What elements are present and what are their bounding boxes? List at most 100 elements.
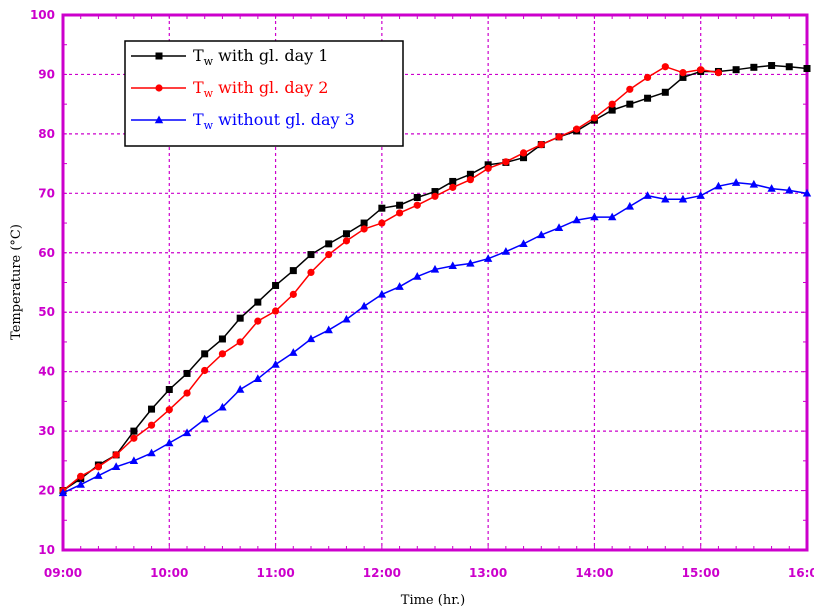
data-point: [785, 63, 793, 71]
data-point: [768, 62, 776, 70]
data-point: [200, 414, 209, 423]
legend-label: Tw without gl. day 3: [193, 110, 355, 132]
data-point: [413, 201, 421, 209]
data-point: [147, 448, 156, 457]
data-point: [378, 219, 386, 227]
data-point: [254, 317, 262, 325]
x-axis-label: Time (hr.): [401, 593, 465, 608]
data-point: [377, 289, 387, 298]
data-point: [608, 106, 616, 114]
data-point: [661, 63, 669, 71]
data-point: [396, 201, 404, 209]
legend-item-1: Tw with gl. day 1: [131, 46, 328, 68]
data-point: [218, 350, 227, 358]
legend-label: Tw with gl. day 1: [193, 46, 328, 68]
data-point: [537, 230, 546, 239]
data-point: [519, 239, 528, 248]
data-point: [484, 164, 492, 172]
data-point: [590, 212, 599, 221]
data-point: [111, 462, 121, 470]
data-point: [449, 183, 457, 191]
data-point: [130, 434, 138, 442]
data-point: [573, 125, 581, 133]
legend-item-3: Tw without gl. day 3: [131, 110, 355, 132]
data-point: [58, 488, 68, 497]
legend-item-2: Tw with gl. day 2: [131, 78, 328, 100]
data-point: [271, 307, 280, 315]
data-point: [218, 402, 227, 411]
y-tick-label: 70: [38, 186, 55, 200]
y-tick-label: 80: [38, 127, 55, 141]
x-tick-label: 09:00: [44, 566, 82, 580]
data-point: [236, 314, 244, 322]
data-point: [643, 73, 652, 82]
data-point: [307, 251, 315, 259]
x-tick-label: 15:00: [682, 566, 720, 580]
data-point: [77, 472, 85, 480]
legend-box: [124, 40, 404, 147]
y-tick-label: 100: [30, 8, 55, 22]
data-point: [537, 140, 545, 149]
data-point: [661, 194, 670, 203]
x-tick-label: 12:00: [363, 566, 401, 580]
x-tick-label: 16:00: [788, 566, 814, 580]
data-point: [714, 181, 723, 190]
series-group: [58, 62, 812, 497]
data-point: [626, 100, 634, 108]
data-point: [501, 247, 511, 255]
legend: Tw with gl. day 1 Tw with gl. day 2 Tw wit…: [124, 40, 404, 147]
x-tick-label: 13:00: [469, 566, 507, 580]
data-point: [750, 63, 758, 71]
data-point: [590, 114, 599, 122]
data-point: [147, 421, 156, 429]
data-point: [254, 298, 262, 306]
y-tick-label: 60: [38, 246, 55, 260]
data-point: [289, 267, 297, 275]
data-point: [430, 264, 440, 273]
data-point: [325, 250, 333, 259]
data-point: [413, 193, 421, 201]
data-point: [767, 184, 776, 192]
data-point: [678, 194, 688, 203]
data-point: [431, 188, 439, 196]
data-point: [448, 261, 457, 270]
data-point: [520, 154, 528, 162]
data-point: [626, 85, 634, 93]
y-tick-label: 40: [38, 365, 55, 379]
legend-label: Tw with gl. day 2: [193, 78, 328, 100]
series-2: [59, 63, 723, 495]
y-axis-label: Temperature (°C): [9, 224, 24, 340]
data-point: [697, 66, 705, 74]
data-point: [359, 301, 369, 310]
data-point: [643, 191, 652, 199]
data-point: [396, 209, 404, 217]
data-point: [625, 201, 635, 210]
legend-marker: [154, 115, 164, 124]
x-tick-label: 14:00: [575, 566, 613, 580]
data-point: [732, 66, 740, 74]
data-point: [325, 240, 333, 248]
data-point: [360, 225, 368, 233]
data-point: [395, 282, 404, 290]
data-point: [306, 334, 316, 343]
data-point: [307, 268, 315, 276]
data-point: [272, 281, 280, 289]
data-point: [182, 428, 192, 437]
data-point: [661, 88, 669, 96]
y-tick-label: 20: [38, 484, 55, 498]
data-point: [112, 451, 120, 459]
data-point: [148, 405, 156, 413]
data-point: [644, 94, 652, 102]
data-point: [342, 314, 351, 323]
data-point: [201, 350, 209, 358]
data-point: [165, 386, 173, 393]
data-point: [466, 258, 475, 267]
data-point: [803, 65, 811, 72]
legend-marker: [155, 52, 163, 60]
data-point: [607, 212, 617, 221]
data-point: [749, 179, 759, 188]
data-point: [289, 290, 297, 298]
series-3: [58, 178, 812, 497]
data-point: [502, 158, 510, 166]
